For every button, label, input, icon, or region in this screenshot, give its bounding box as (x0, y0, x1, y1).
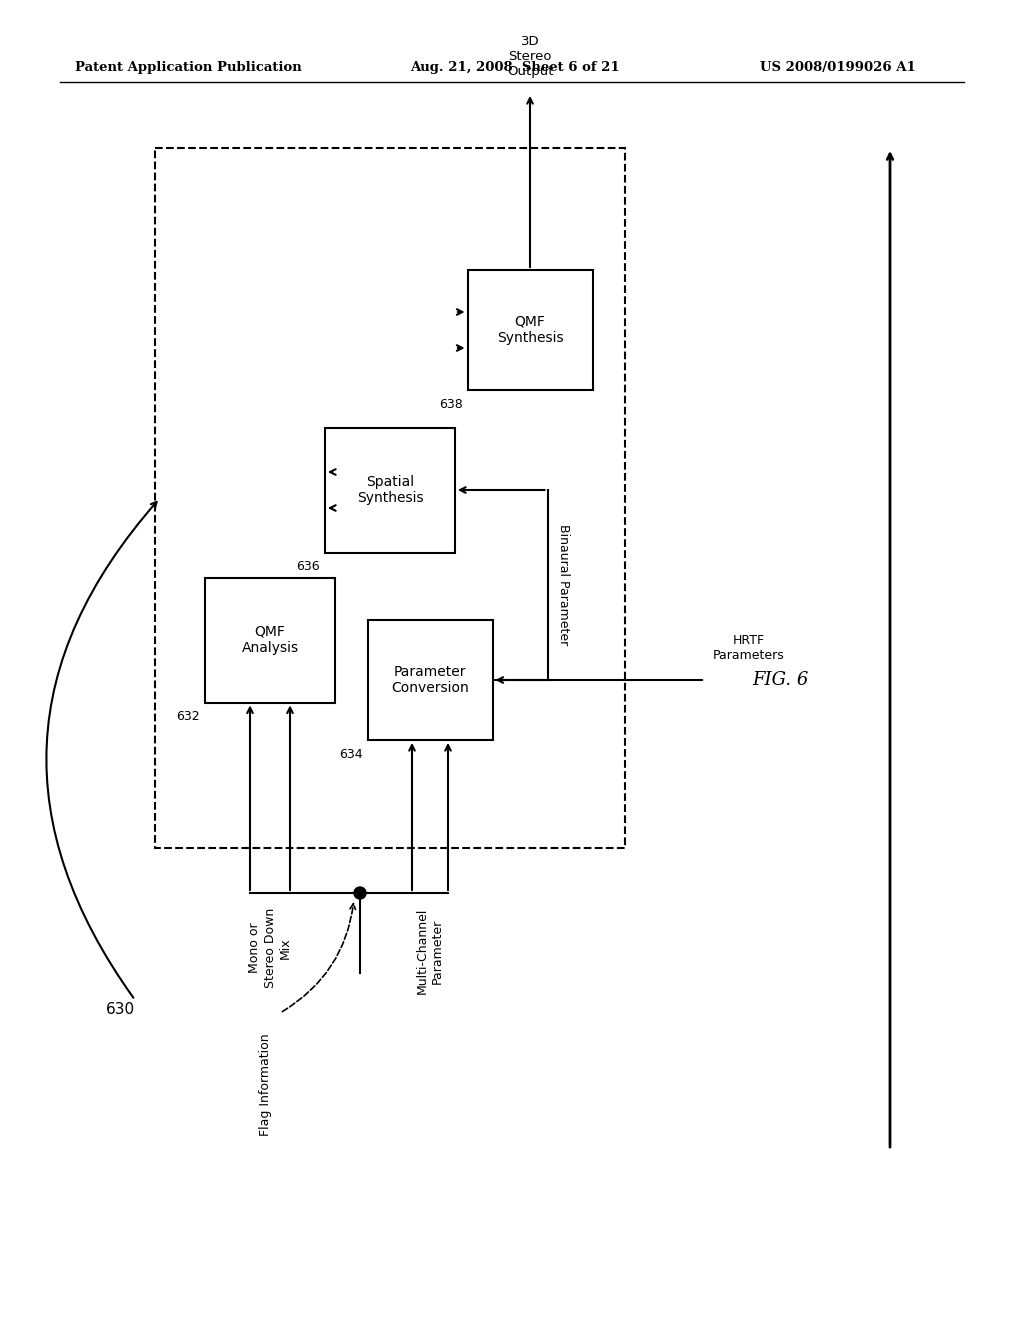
Text: Multi-Channel
Parameter: Multi-Channel Parameter (416, 908, 444, 994)
Bar (325, 428, 455, 553)
Text: 638: 638 (438, 399, 463, 411)
Text: US 2008/0199026 A1: US 2008/0199026 A1 (760, 62, 915, 74)
Text: QMF
Synthesis: QMF Synthesis (497, 315, 563, 345)
Circle shape (354, 887, 366, 899)
Text: Parameter
Conversion: Parameter Conversion (391, 665, 469, 696)
Text: HRTF
Parameters: HRTF Parameters (713, 634, 784, 663)
Text: 632: 632 (176, 710, 200, 723)
Text: 630: 630 (105, 1002, 134, 1018)
Bar (155, 148, 625, 847)
Text: Aug. 21, 2008  Sheet 6 of 21: Aug. 21, 2008 Sheet 6 of 21 (410, 62, 620, 74)
Bar (468, 271, 593, 389)
Text: 3D
Stereo
Output: 3D Stereo Output (507, 36, 553, 78)
Text: Binaural Parameter: Binaural Parameter (557, 524, 570, 645)
Text: Flag Information: Flag Information (258, 1034, 271, 1135)
Text: Spatial
Synthesis: Spatial Synthesis (356, 475, 423, 506)
Text: FIG. 6: FIG. 6 (752, 671, 808, 689)
Text: Patent Application Publication: Patent Application Publication (75, 62, 302, 74)
Bar (368, 620, 493, 741)
Bar (205, 578, 335, 702)
Text: QMF
Analysis: QMF Analysis (242, 624, 299, 655)
Text: Mono or
Stereo Down
Mix: Mono or Stereo Down Mix (249, 908, 292, 989)
Text: 634: 634 (339, 748, 362, 762)
Text: 636: 636 (296, 561, 319, 573)
